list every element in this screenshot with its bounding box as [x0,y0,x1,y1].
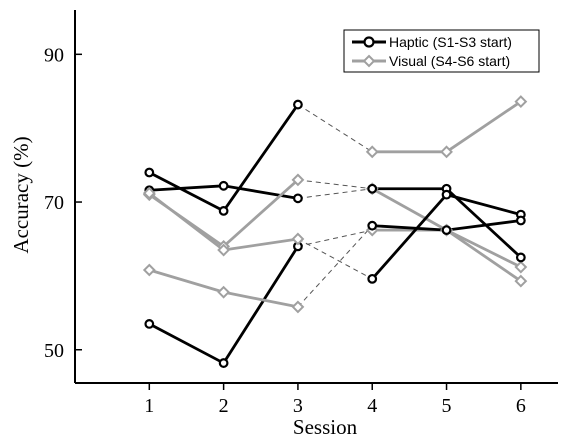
point-p6-s6 [515,215,526,226]
transition-line-2 [297,104,373,153]
point-p2-s6 [514,95,528,109]
point-p4-s6 [515,252,526,263]
point-p5-s5 [441,189,452,200]
point-p2-s5 [440,145,453,159]
transition-line-5 [297,238,373,280]
x-tick-label-1: 1 [144,395,154,417]
plot-area [142,95,528,368]
point-p2-s3 [293,99,303,110]
x-tick-label-2: 2 [219,395,229,417]
y-tick-label-50: 50 [44,340,64,362]
legend-visual-diamond-icon [362,54,376,68]
point-p2-s1 [144,167,155,178]
x-tick-label-5: 5 [442,395,452,417]
point-p5-s2 [217,243,231,257]
x-tick-label-6: 6 [516,395,526,417]
legend-visual-label: Visual (S4-S6 start) [389,53,510,69]
point-p5-s4 [367,273,378,284]
point-p5-s3 [291,232,305,246]
point-p1-s1 [144,319,155,329]
point-p4-s4 [367,183,378,194]
x-axis-title: Session [293,415,358,439]
legend: Haptic (S1-S3 start) Visual (S4-S6 start… [343,29,540,73]
point-p3-s6 [514,274,528,288]
point-p6-s2 [217,285,231,299]
legend-haptic-circle-icon [363,36,375,48]
point-p2-s2 [218,206,229,216]
point-p4-s3 [291,173,305,187]
point-p5-s1 [142,186,156,200]
transition-line-4 [297,179,373,190]
point-p1-s2 [218,358,229,368]
point-p2-s4 [365,145,379,159]
transition-line-6 [297,225,373,308]
y-axis-ticks: 50 70 90 [44,44,82,362]
point-p3-s3 [293,193,303,204]
y-tick-label-90: 90 [44,44,64,66]
x-tick-label-4: 4 [367,395,377,417]
transition-line-3 [297,188,373,199]
legend-box [343,29,540,73]
legend-haptic-label: Haptic (S1-S3 start) [389,34,512,50]
point-p3-s2 [218,180,229,191]
x-tick-label-3: 3 [293,395,303,417]
point-p6-s3 [291,300,305,314]
x-axis-ticks: 1 2 3 4 5 6 [144,383,526,417]
point-p6-s5 [441,225,452,236]
y-tick-label-70: 70 [44,192,64,214]
point-p6-s4 [367,220,378,231]
transition-line-1 [297,229,373,247]
y-axis-title: Accuracy (%) [9,136,33,253]
point-p1-s6 [514,260,528,274]
series-line-1-first-haptic [148,245,300,365]
series-line-2-second-visual [372,100,522,154]
point-p6-s1 [142,263,156,277]
